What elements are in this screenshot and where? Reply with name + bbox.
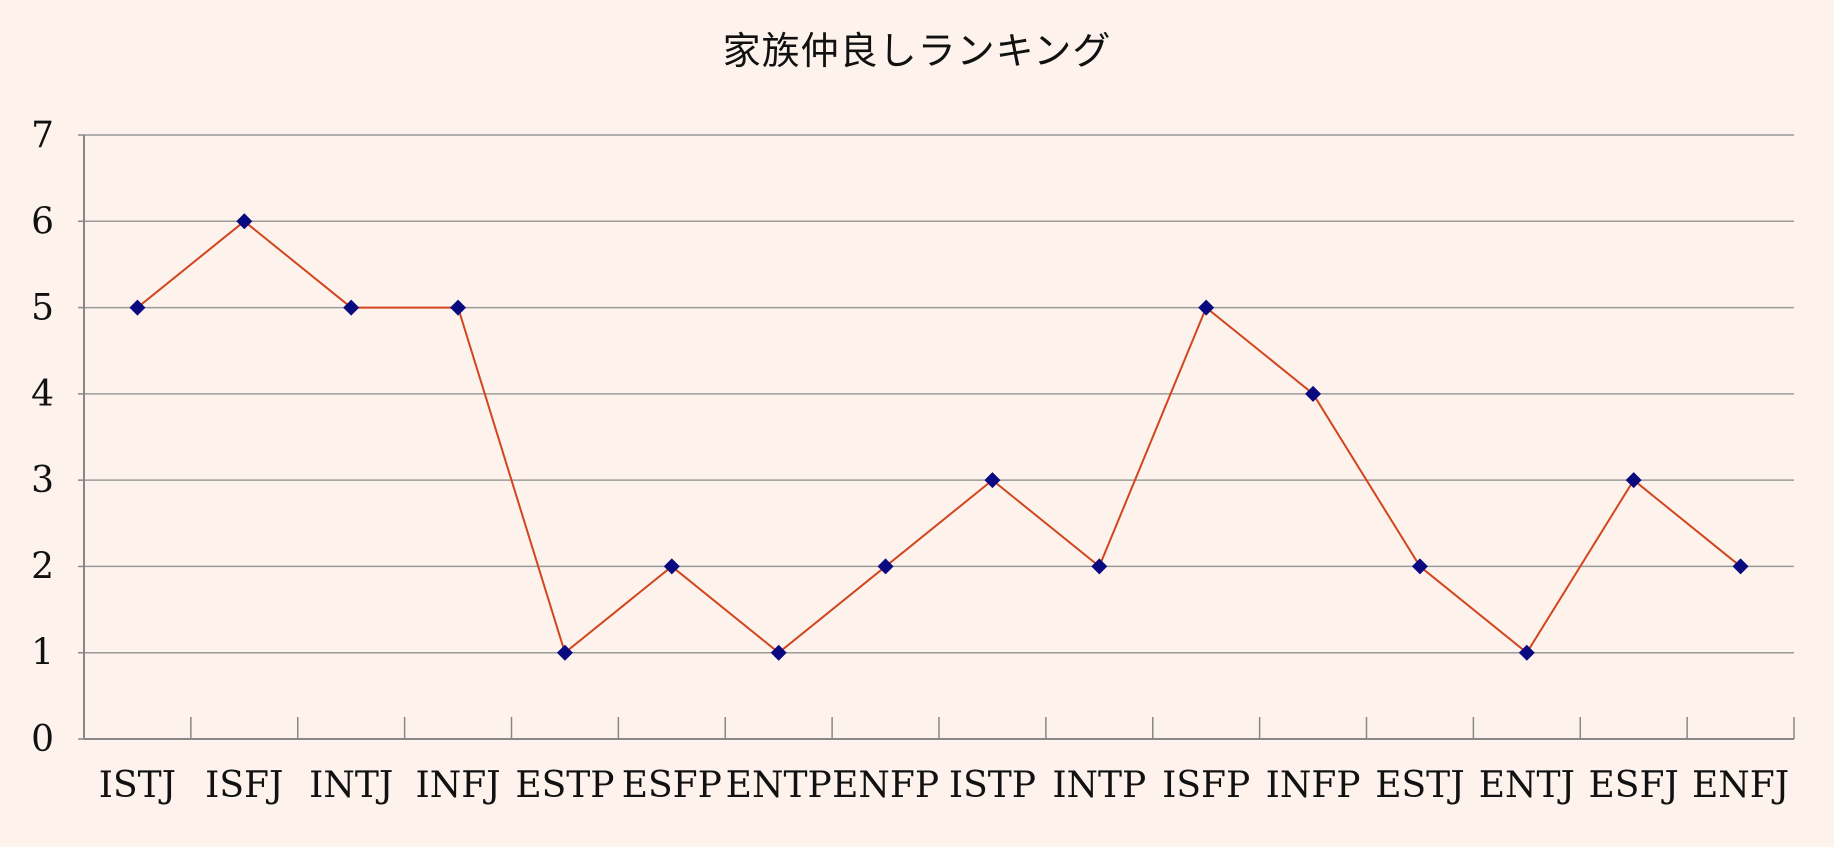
- x-tick-label: ESTP: [515, 765, 614, 806]
- y-tick-label: 7: [31, 115, 54, 156]
- data-point: [1518, 644, 1535, 661]
- data-point: [1091, 558, 1108, 575]
- x-tick-label: INTP: [1052, 765, 1146, 806]
- x-tick-label: INFJ: [415, 765, 500, 806]
- y-tick-label: 6: [31, 201, 54, 242]
- x-tick-label: ENFJ: [1692, 765, 1789, 806]
- x-tick-label: ENTJ: [1479, 765, 1575, 806]
- y-tick-label: 4: [31, 374, 54, 415]
- x-tick-label: ESFJ: [1589, 765, 1679, 806]
- data-point: [450, 299, 467, 316]
- data-point: [877, 558, 894, 575]
- series-line-layer: [136, 220, 1742, 655]
- data-point: [1732, 558, 1749, 575]
- x-tick-label: ESTJ: [1375, 765, 1464, 806]
- axes: [78, 134, 1795, 740]
- x-tick-label: ISTP: [949, 765, 1036, 806]
- data-point: [1411, 558, 1428, 575]
- data-point: [984, 472, 1001, 489]
- data-point: [343, 299, 360, 316]
- data-point: [1305, 385, 1322, 402]
- x-tick-label: ISFJ: [205, 765, 283, 806]
- y-tick-label: 0: [31, 719, 54, 760]
- data-point-markers: [129, 213, 1749, 661]
- data-point: [556, 644, 573, 661]
- x-tick-label: ISFP: [1162, 765, 1250, 806]
- gridlines: [84, 134, 1794, 654]
- series-line: [136, 220, 1742, 655]
- y-tick-label: 5: [31, 288, 54, 329]
- chart-title: 家族仲良しランキング: [722, 29, 1112, 73]
- x-tick-label: INFP: [1266, 765, 1361, 806]
- data-point: [236, 213, 253, 230]
- x-tick-labels: ISTJ ISFJ INTJ INFJ ESTP ESFP ENTP ENFP ISTP INTP…: [99, 765, 1789, 806]
- x-tick-label: ENTP: [726, 765, 832, 806]
- x-tick-label: ENFP: [832, 765, 939, 806]
- x-tick-label: ESFP: [622, 765, 722, 806]
- x-tick-label: INTJ: [309, 765, 393, 806]
- x-tick-label: ISTJ: [99, 765, 176, 806]
- y-tick-label: 1: [31, 633, 54, 674]
- y-tick-labels: 0 1 2 3 4 5 6 7: [31, 115, 54, 760]
- y-tick-label: 2: [31, 546, 54, 587]
- data-point: [1625, 472, 1642, 489]
- y-tick-label: 3: [31, 460, 54, 501]
- data-point: [129, 299, 146, 316]
- data-point: [770, 644, 787, 661]
- data-point: [663, 558, 680, 575]
- data-point: [1198, 299, 1215, 316]
